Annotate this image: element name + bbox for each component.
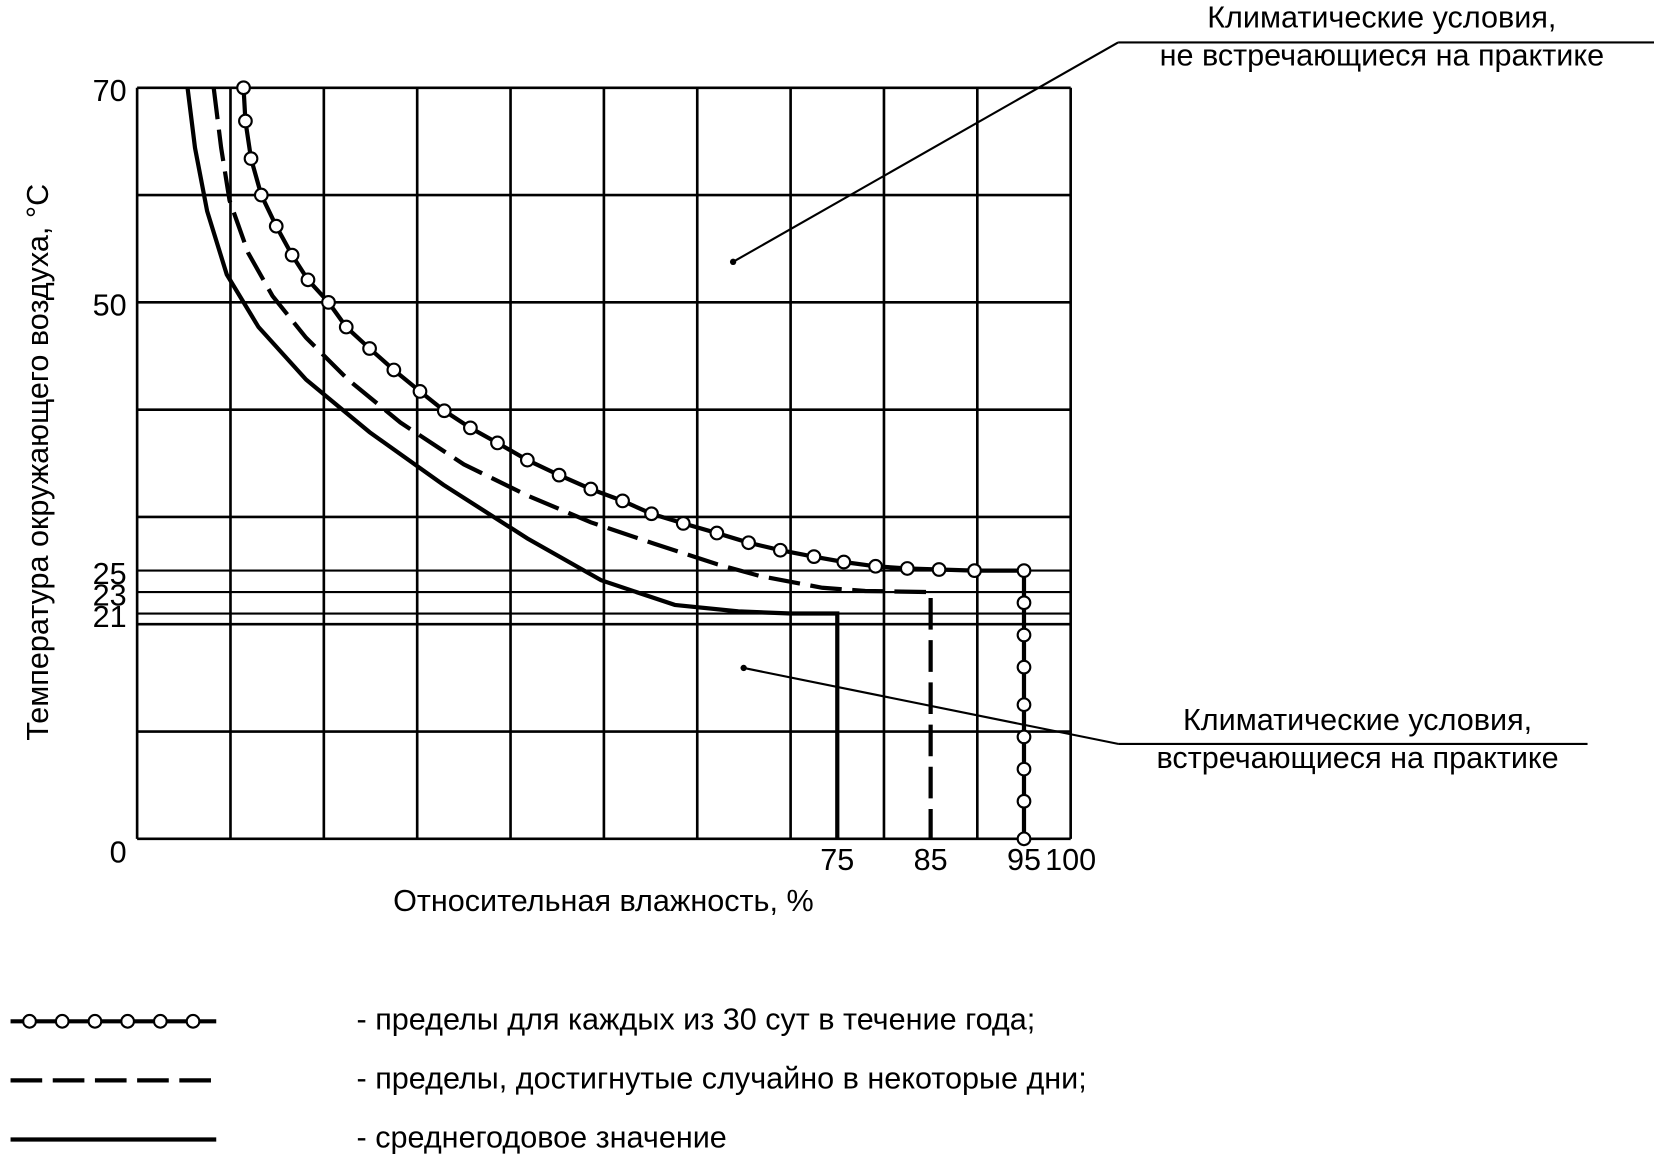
- legend-marker: [120, 1013, 136, 1029]
- leader-dot: [729, 258, 737, 265]
- data-point: [1016, 831, 1032, 847]
- data-point: [1016, 659, 1032, 675]
- legend-marker: [54, 1013, 70, 1029]
- data-point: [583, 481, 599, 497]
- data-point: [1016, 563, 1032, 578]
- y-tick-label: 25: [93, 557, 127, 591]
- legend-marker: [185, 1013, 201, 1029]
- data-point: [268, 218, 284, 234]
- series-line: [185, 87, 840, 839]
- x-tick-label: 100: [1045, 843, 1096, 877]
- legend-label: - пределы, достигнутые случайно в некото…: [357, 1061, 1087, 1095]
- y-tick-label: 50: [93, 289, 127, 323]
- data-point: [967, 563, 982, 578]
- data-point: [551, 467, 567, 483]
- data-point: [741, 535, 756, 551]
- annotation: Климатические условия,: [1183, 703, 1532, 737]
- data-point: [519, 452, 535, 468]
- data-point: [615, 493, 630, 509]
- data-point: [412, 384, 428, 399]
- x-tick-label: 85: [914, 843, 948, 877]
- y-axis-label: Температура окружающего воздуха, °C: [21, 184, 55, 741]
- annotation: Климатические условия,: [1207, 0, 1556, 34]
- legend-label: - среднегодовое значение: [357, 1121, 727, 1155]
- annotation: встречающиеся на практике: [1157, 741, 1559, 775]
- x-axis-label: Относительная влажность, %: [393, 884, 814, 918]
- data-point: [238, 113, 253, 129]
- data-point: [868, 558, 883, 574]
- data-point: [806, 549, 822, 565]
- data-point: [338, 319, 354, 335]
- leader-dot: [740, 664, 747, 672]
- data-point: [709, 525, 725, 541]
- series-line: [211, 87, 933, 839]
- y-tick-label: 21: [93, 600, 127, 634]
- data-point: [463, 420, 478, 436]
- legend-marker: [22, 1013, 37, 1029]
- data-point: [284, 247, 300, 263]
- y-tick-label: 0: [110, 836, 127, 870]
- series-line: [241, 87, 1027, 839]
- x-tick-label: 75: [820, 843, 854, 877]
- annotation: не встречающиеся на практике: [1160, 38, 1605, 72]
- data-point: [772, 542, 788, 558]
- data-point: [436, 403, 452, 419]
- data-point: [675, 516, 691, 531]
- legend-marker: [152, 1013, 168, 1029]
- legend-marker: [87, 1013, 103, 1029]
- data-point: [931, 562, 947, 577]
- x-tick-label: 95: [1007, 843, 1041, 877]
- data-point: [321, 294, 336, 310]
- data-point: [1016, 595, 1032, 611]
- data-point: [362, 341, 377, 356]
- legend-label: - пределы для каждых из 30 сут в течение…: [357, 1002, 1036, 1036]
- y-tick-label: 23: [93, 578, 127, 612]
- data-point: [1016, 761, 1032, 777]
- data-point: [644, 506, 659, 522]
- data-point: [386, 362, 402, 378]
- data-point: [490, 435, 505, 451]
- y-tick-label: 70: [93, 74, 127, 108]
- data-point: [1016, 627, 1032, 643]
- data-point: [253, 187, 269, 203]
- data-point: [836, 554, 852, 570]
- data-point: [243, 151, 259, 166]
- data-point: [1016, 697, 1032, 713]
- data-point: [899, 561, 915, 576]
- data-point: [236, 80, 251, 96]
- data-point: [1016, 729, 1032, 745]
- data-point: [1016, 793, 1032, 809]
- data-point: [300, 272, 316, 288]
- leader-line: [732, 41, 1119, 263]
